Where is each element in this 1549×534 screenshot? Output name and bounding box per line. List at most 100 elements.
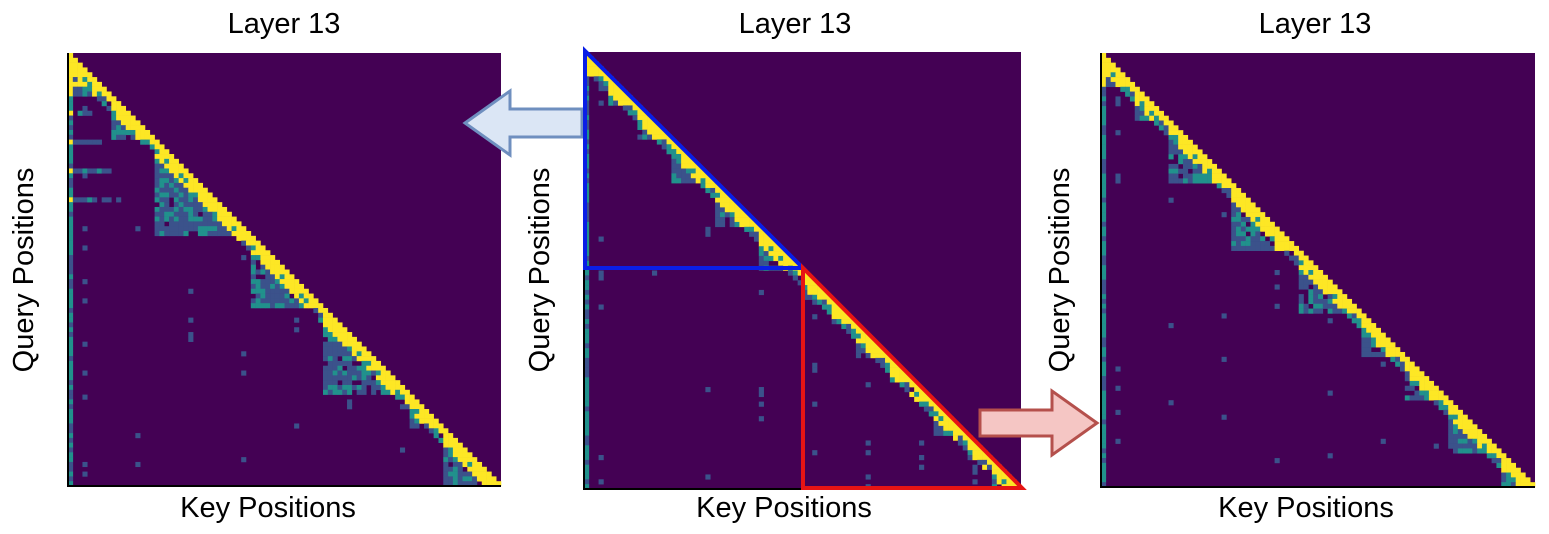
heatmap-cell [351, 375, 357, 381]
heatmap-cell [92, 197, 98, 203]
heatmap-cell [1313, 289, 1319, 295]
heatmap-cell [72, 168, 78, 174]
heatmap-cell [1313, 279, 1319, 285]
heatmap-cell [72, 67, 78, 73]
heatmap-cell [135, 226, 141, 232]
heatmap-cell [241, 235, 247, 241]
heatmap-cell [169, 178, 175, 184]
heatmap-cell [366, 360, 372, 367]
heatmap-cell [342, 360, 348, 367]
heatmap-cell [375, 360, 382, 367]
heatmap-cell [1337, 294, 1343, 300]
heatmap-cell [982, 459, 988, 466]
heatmap-cell [865, 440, 871, 446]
heatmap-cell [831, 299, 837, 305]
heatmap-cell [154, 178, 160, 184]
heatmap-cell [1240, 202, 1246, 208]
heatmap-cell [1414, 395, 1420, 401]
heatmap-cell [356, 351, 362, 357]
heatmap-cell [337, 351, 343, 357]
heatmap-cell [996, 469, 1002, 475]
heatmap-cell [193, 197, 199, 203]
heatmap-cell [1380, 361, 1386, 367]
heatmap-cell [438, 428, 444, 434]
heatmap-cell [1158, 115, 1164, 121]
heatmap-cell [1231, 216, 1237, 223]
heatmap-cell [928, 406, 934, 412]
heatmap-cell [77, 168, 83, 174]
heatmap-cell [1274, 226, 1280, 232]
heatmap-cell [188, 202, 194, 208]
heatmap-cell [68, 389, 74, 395]
heatmap-cell [481, 476, 487, 482]
heatmap-cell [279, 274, 285, 280]
heatmap-cell [1322, 274, 1328, 280]
heatmap-cell [1173, 139, 1179, 145]
heatmap-cell [77, 62, 83, 68]
heatmap-cell [327, 341, 333, 347]
heatmap-cell [188, 182, 194, 189]
heatmap-cell [758, 387, 764, 393]
heatmap-cell [1245, 212, 1251, 218]
heatmap-cell [1399, 361, 1406, 367]
heatmap-cell [173, 168, 179, 174]
heatmap-cell [82, 245, 88, 251]
heatmap-cell [125, 115, 131, 121]
heatmap-cell [327, 346, 333, 352]
heatmap-cell [1525, 482, 1531, 488]
heatmap-cell [889, 377, 896, 383]
heatmap-cell [1289, 255, 1295, 261]
heatmap-cell [1308, 289, 1314, 295]
heatmap-cell [217, 231, 223, 237]
heatmap-cell [154, 139, 160, 145]
heatmap-cell [758, 416, 764, 422]
heatmap-cell [715, 197, 721, 203]
heatmap-cell [130, 129, 136, 136]
heatmap-cell [164, 211, 170, 217]
heatmap-cell [68, 81, 74, 87]
heatmap-cell [68, 457, 74, 463]
heatmap-cell [404, 404, 410, 410]
heatmap-cell [1366, 327, 1372, 333]
heatmap-cell [1221, 356, 1227, 362]
heatmap-cell [1245, 226, 1251, 232]
heatmap-cell [1496, 453, 1502, 459]
heatmap-cell [880, 357, 886, 364]
heatmap-cell [164, 149, 170, 155]
heatmap-cell [1187, 149, 1193, 155]
heatmap-cell [193, 226, 199, 232]
heatmap-cell [584, 304, 590, 310]
heatmap-cell [265, 250, 271, 256]
heatmap-cell [715, 207, 721, 213]
heatmap-cell [452, 437, 458, 443]
heatmap-cell [303, 303, 309, 309]
heatmap-cell [260, 245, 266, 251]
heatmap-cell [1192, 173, 1198, 179]
heatmap-cell [1178, 149, 1184, 155]
heatmap-cell [1207, 168, 1213, 174]
heatmap-cell [584, 323, 590, 330]
heatmap-cell [1327, 289, 1333, 295]
heatmap-cell [154, 187, 160, 193]
heatmap-cell [1419, 376, 1425, 382]
heatmap-cell [1467, 429, 1473, 435]
heatmap-cell [380, 389, 386, 395]
heatmap-cell [351, 341, 357, 347]
heatmap-cell [68, 211, 74, 217]
heatmap-cell [457, 442, 463, 448]
heatmap-cell [1125, 86, 1131, 92]
heatmap-cell [342, 346, 348, 352]
heatmap-cell [68, 380, 74, 386]
heatmap-cell [260, 259, 266, 265]
heatmap-cell [729, 202, 735, 208]
heatmap-cell [1293, 260, 1300, 266]
heatmap-cell [385, 384, 391, 391]
heatmap-cell [909, 382, 915, 388]
heatmap-cell [987, 459, 993, 466]
heatmap-cell [608, 95, 614, 101]
heatmap-cell [366, 356, 372, 362]
heatmap-cell [1255, 207, 1261, 213]
heatmap-cell [68, 423, 74, 429]
heatmap-cell [433, 418, 439, 424]
heatmap-cell [1192, 163, 1198, 170]
